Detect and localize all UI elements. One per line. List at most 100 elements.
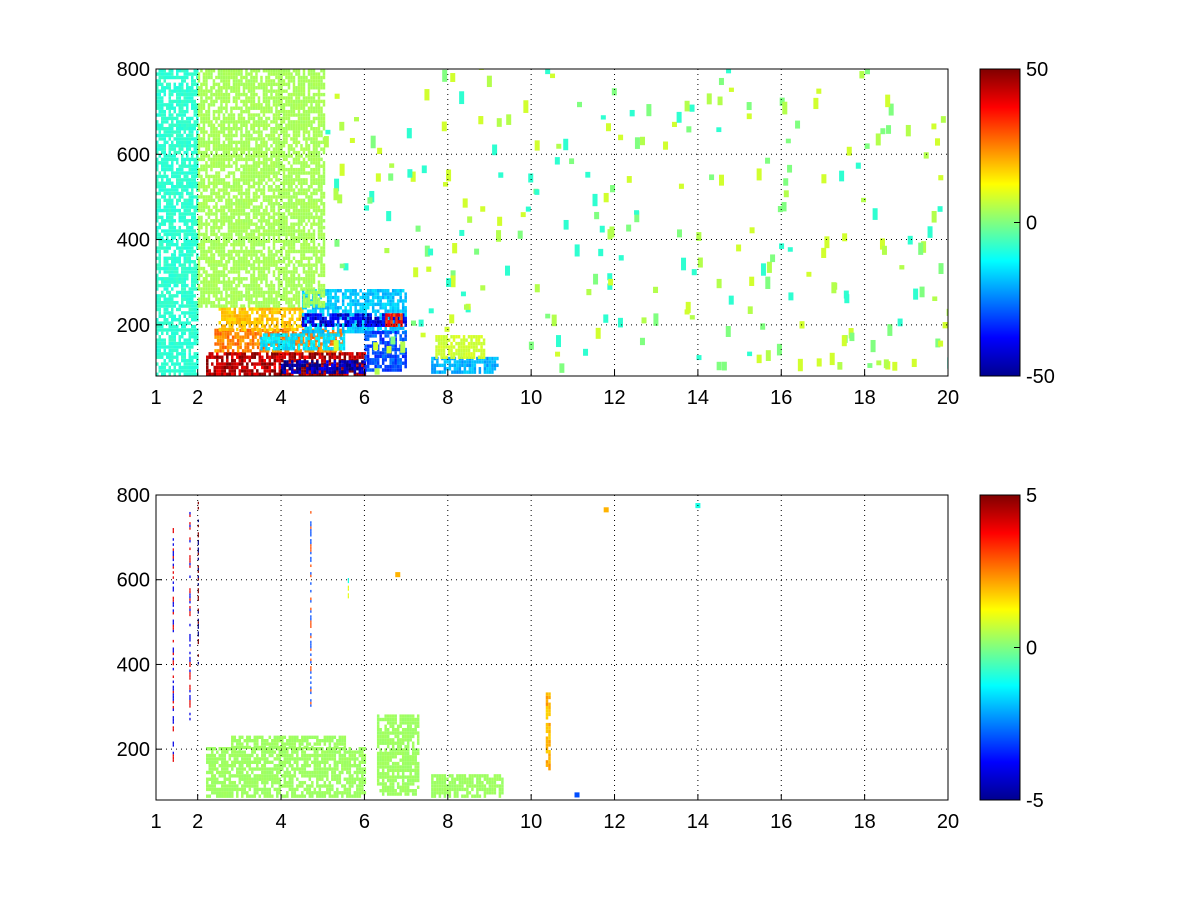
heatmap-cell [227,86,231,90]
heatmap-cell [349,295,352,300]
heatmap-cell [321,349,325,353]
heatmap-cell [186,270,189,274]
heatmap-cell [217,157,221,162]
heatmap-cell [240,242,243,247]
heatmap-cell [257,120,261,124]
heatmap-cell [220,246,223,250]
heatmap-cell [242,92,246,97]
heatmap-cell [344,292,347,296]
heatmap-cell [173,318,177,322]
heatmap-cell [401,351,405,355]
heatmap-cell [241,362,244,366]
heatmap-cell [188,164,192,168]
heatmap-cell [260,343,263,348]
heatmap-cell [202,202,206,206]
heatmap-cell [217,116,221,121]
heatmap-cell [272,137,276,141]
heatmap-cell [285,270,288,274]
heatmap-cell [256,352,259,356]
heatmap-cell [242,205,246,209]
heatmap-cell [226,338,230,343]
heatmap-cell [227,222,231,226]
heatmap-cell [384,326,387,330]
heatmap-cell [270,232,273,237]
heatmap-cell [212,184,216,189]
heatmap-cell [371,289,375,293]
heatmap-cell [230,222,233,226]
heatmap-cell [270,184,273,189]
heatmap-cell [282,103,286,107]
heatmap-cell [181,246,184,250]
heatmap-cell [168,219,172,223]
heatmap-cell [287,270,291,274]
heatmap-cell [196,256,199,261]
heatmap-cell [163,277,167,281]
heatmap-cell [328,367,332,371]
heatmap-cell [318,355,322,359]
heatmap-cell [196,198,199,203]
heatmap-cell [176,157,179,162]
heatmap-cell [325,340,328,344]
heatmap-cell [440,335,443,339]
heatmap-cell [262,164,266,168]
heatmap-cell [225,287,228,291]
heatmap-cell [188,205,192,209]
heatmap-cell [158,89,162,93]
heatmap-cell [346,309,350,313]
heatmap-cell [193,232,197,237]
heatmap-cell [168,266,172,271]
heatmap-cell [230,290,233,295]
heatmap-cell [281,370,284,374]
heatmap-cell [171,198,174,203]
heatmap-cell [309,329,312,334]
heatmap-cell [272,246,276,250]
heatmap-cell [283,367,287,371]
heatmap-cell [188,307,192,312]
heatmap-cell [275,157,278,162]
heatmap-cell [202,256,206,261]
heatmap-cell [163,246,167,250]
heatmap-cell [280,249,283,254]
heatmap-cell [232,215,236,220]
heatmap-cell [158,270,162,274]
heatmap-cell [186,75,189,80]
heatmap-cell [247,171,251,175]
heatmap-cell [250,154,253,158]
heatmap-cell [161,150,164,155]
heatmap-cell [217,147,221,151]
heatmap-cell [463,360,467,364]
heatmap-cell [215,116,218,121]
heatmap-cell [222,120,226,124]
heatmap-cell [374,320,377,324]
heatmap-cell [186,256,189,261]
heatmap-cell [442,355,446,359]
heatmap-cell [171,335,174,339]
heatmap-cell [364,309,367,313]
heatmap-cell [257,256,261,261]
heatmap-cell [230,280,233,284]
heatmap-cell [191,369,194,373]
heatmap-cell [205,174,208,179]
heatmap-cell [178,338,182,342]
heatmap-cell [196,174,199,179]
heatmap-cell [171,318,174,322]
heatmap-cell [207,133,211,138]
heatmap-cell [257,266,261,271]
heatmap-cell [296,349,300,353]
heatmap-cell [431,367,434,371]
heatmap-cell [481,360,484,364]
heatmap-cell [196,236,199,240]
heatmap-cell [168,109,172,114]
heatmap-cell [270,336,273,341]
heatmap-cell [237,181,241,185]
heatmap-cell [324,289,327,293]
heatmap-cell [252,161,256,165]
heatmap-cell [188,133,192,138]
heatmap-cell [262,253,266,257]
heatmap-cell [316,360,319,364]
heatmap-cell [181,321,184,325]
heatmap-cell [173,270,177,274]
heatmap-cell [252,287,256,291]
heatmap-cell [197,181,201,185]
heatmap-cell [186,92,189,97]
